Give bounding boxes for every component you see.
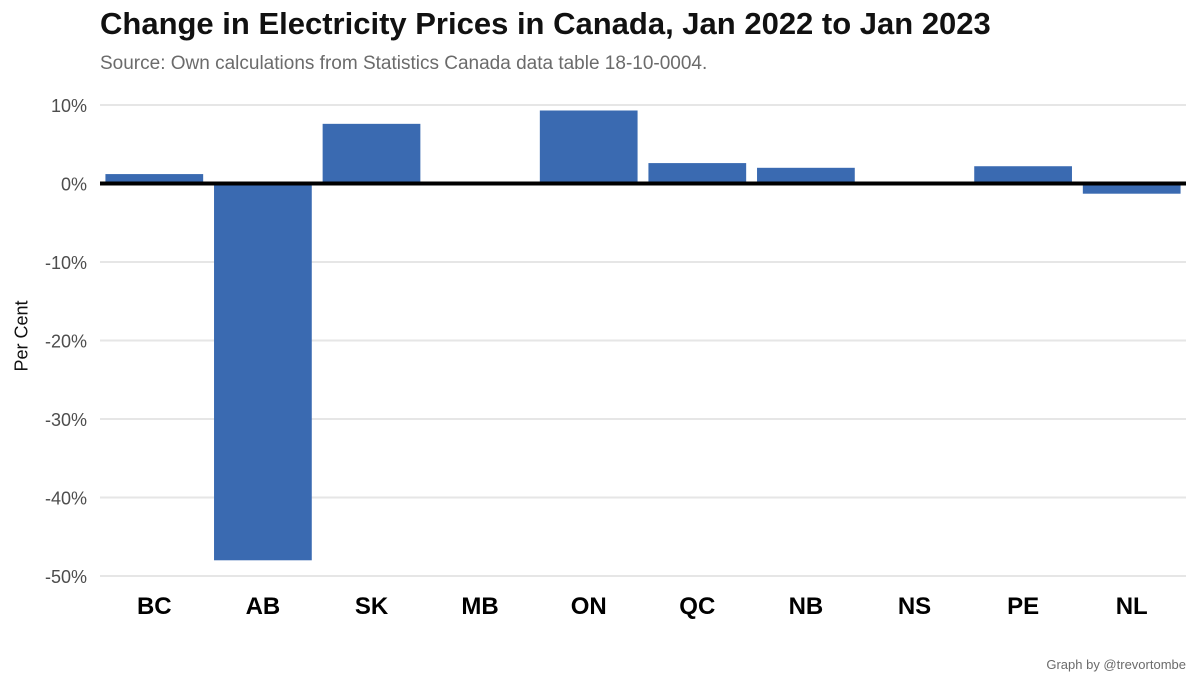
bar-qc: [648, 163, 747, 184]
x-tick-label: PE: [1007, 593, 1039, 620]
bar-nb: [757, 167, 855, 184]
bar-pe: [974, 166, 1072, 184]
x-tick-label: NS: [898, 593, 931, 620]
axes: 10% 0% -10% -20% -30% -40% -50% BC AB SK MB ON QC NB N…: [45, 96, 1186, 620]
y-tick-label: -30%: [45, 410, 87, 430]
y-tick-label: -40%: [45, 489, 87, 509]
y-tick-label: 10%: [51, 96, 87, 116]
bars: [105, 110, 1181, 561]
chart-caption: Graph by @trevortombe: [1046, 657, 1186, 672]
x-tick-label: BC: [137, 593, 172, 620]
bar-sk: [322, 123, 421, 184]
chart-subtitle: Source: Own calculations from Statistics…: [100, 53, 708, 74]
chart-title: Change in Electricity Prices in Canada, …: [100, 6, 991, 41]
x-tick-label: NB: [789, 593, 824, 620]
x-tick-label: MB: [461, 593, 498, 620]
y-tick-label: 0%: [61, 175, 87, 195]
bar-bc: [105, 174, 204, 184]
y-tick-label: -50%: [45, 567, 87, 587]
x-tick-label: NL: [1116, 593, 1148, 620]
x-tick-label: SK: [355, 593, 389, 620]
y-tick-label: -20%: [45, 332, 87, 352]
bar-on: [539, 110, 638, 184]
x-tick-label: QC: [679, 593, 715, 620]
bar-ab: [214, 183, 312, 561]
bar-nl: [1082, 183, 1181, 194]
y-tick-label: -10%: [45, 253, 87, 273]
x-tick-label: AB: [246, 593, 281, 620]
x-tick-label: ON: [571, 593, 607, 620]
